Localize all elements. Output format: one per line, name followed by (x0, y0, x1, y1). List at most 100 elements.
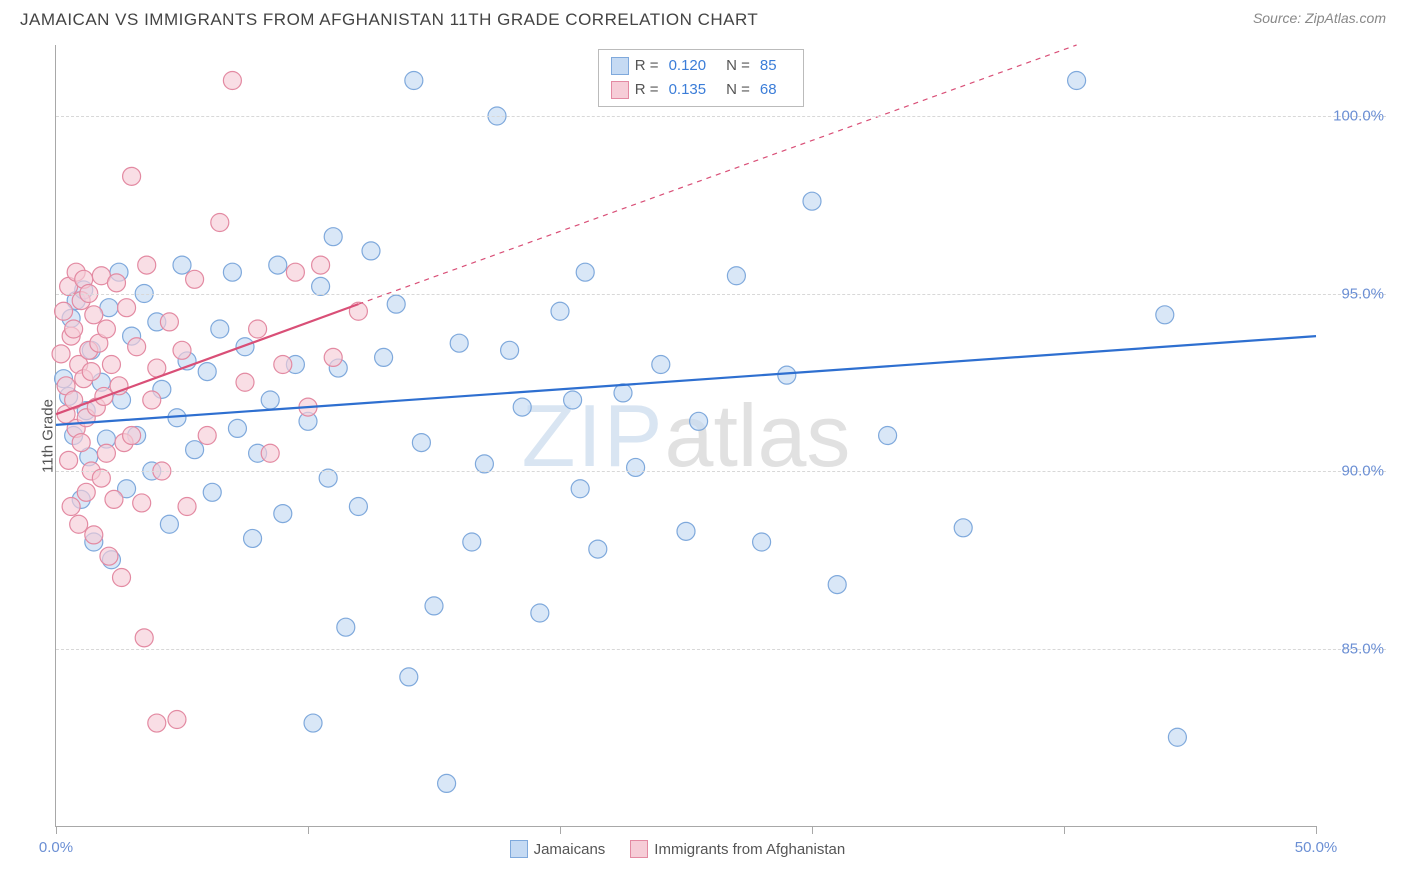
scatter-point (614, 384, 632, 402)
x-tick (1064, 826, 1065, 834)
scatter-point (148, 714, 166, 732)
gridline (56, 294, 1386, 295)
scatter-point (362, 242, 380, 260)
scatter-point (463, 533, 481, 551)
scatter-point (135, 629, 153, 647)
gridline (56, 471, 1386, 472)
scatter-point (211, 214, 229, 232)
scatter-point (1168, 728, 1186, 746)
scatter-point (778, 366, 796, 384)
scatter-point (52, 345, 70, 363)
scatter-point (105, 490, 123, 508)
x-tick-label: 0.0% (39, 839, 73, 856)
gridline (56, 649, 1386, 650)
scatter-point (198, 427, 216, 445)
scatter-point (551, 302, 569, 320)
scatter-point (97, 320, 115, 338)
scatter-point (349, 498, 367, 516)
scatter-point (97, 444, 115, 462)
y-tick-label: 95.0% (1324, 285, 1384, 302)
legend-item: Immigrants from Afghanistan (630, 840, 845, 858)
scatter-point (143, 391, 161, 409)
scatter-point (70, 515, 88, 533)
scatter-point (652, 356, 670, 374)
scatter-point (85, 526, 103, 544)
scatter-point (62, 498, 80, 516)
scatter-point (133, 494, 151, 512)
legend-series: JamaicansImmigrants from Afghanistan (510, 840, 846, 858)
scatter-point (727, 267, 745, 285)
legend-swatch (611, 81, 629, 99)
scatter-point (244, 529, 262, 547)
scatter-point (571, 480, 589, 498)
legend-r-value: 0.120 (669, 54, 707, 78)
chart-source: Source: ZipAtlas.com (1253, 10, 1386, 26)
legend-n-value: 68 (760, 78, 777, 102)
plot-svg (56, 45, 1316, 826)
legend-n-label: N = (726, 54, 750, 78)
x-tick (56, 826, 57, 834)
legend-swatch (510, 840, 528, 858)
plot-area: 11th Grade ZIPatlas R =0.120N =85R =0.13… (55, 45, 1316, 827)
scatter-point (102, 356, 120, 374)
x-tick (308, 826, 309, 834)
scatter-point (223, 263, 241, 281)
legend-r-label: R = (635, 78, 659, 102)
scatter-point (286, 263, 304, 281)
scatter-point (178, 498, 196, 516)
scatter-point (690, 412, 708, 430)
scatter-point (173, 341, 191, 359)
scatter-point (72, 434, 90, 452)
scatter-point (128, 338, 146, 356)
scatter-point (198, 363, 216, 381)
scatter-point (803, 192, 821, 210)
scatter-point (186, 270, 204, 288)
legend-row: R =0.135N =68 (611, 78, 791, 102)
scatter-point (85, 306, 103, 324)
scatter-point (249, 320, 267, 338)
scatter-point (405, 72, 423, 90)
scatter-point (55, 302, 73, 320)
scatter-point (211, 320, 229, 338)
scatter-point (312, 256, 330, 274)
scatter-point (160, 515, 178, 533)
scatter-point (261, 444, 279, 462)
scatter-point (123, 167, 141, 185)
scatter-point (564, 391, 582, 409)
scatter-point (173, 256, 191, 274)
gridline (56, 116, 1386, 117)
y-tick-label: 100.0% (1324, 108, 1384, 125)
scatter-point (186, 441, 204, 459)
scatter-point (531, 604, 549, 622)
legend-swatch (630, 840, 648, 858)
scatter-point (425, 597, 443, 615)
y-tick-label: 85.0% (1324, 640, 1384, 657)
x-tick (1316, 826, 1317, 834)
legend-n-value: 85 (760, 54, 777, 78)
legend-correlation: R =0.120N =85R =0.135N =68 (598, 49, 804, 107)
scatter-point (576, 263, 594, 281)
legend-r-value: 0.135 (669, 78, 707, 102)
scatter-point (123, 427, 141, 445)
scatter-point (223, 72, 241, 90)
scatter-point (438, 774, 456, 792)
scatter-point (677, 522, 695, 540)
scatter-point (753, 533, 771, 551)
scatter-point (269, 256, 287, 274)
scatter-point (412, 434, 430, 452)
scatter-point (100, 547, 118, 565)
y-tick-label: 90.0% (1324, 463, 1384, 480)
scatter-point (236, 373, 254, 391)
scatter-point (337, 618, 355, 636)
scatter-point (387, 295, 405, 313)
scatter-point (65, 320, 83, 338)
legend-label: Immigrants from Afghanistan (654, 841, 845, 858)
scatter-point (954, 519, 972, 537)
scatter-point (203, 483, 221, 501)
x-tick (812, 826, 813, 834)
scatter-point (168, 711, 186, 729)
x-tick-label: 50.0% (1295, 839, 1338, 856)
legend-swatch (611, 57, 629, 75)
x-tick (560, 826, 561, 834)
scatter-point (375, 348, 393, 366)
